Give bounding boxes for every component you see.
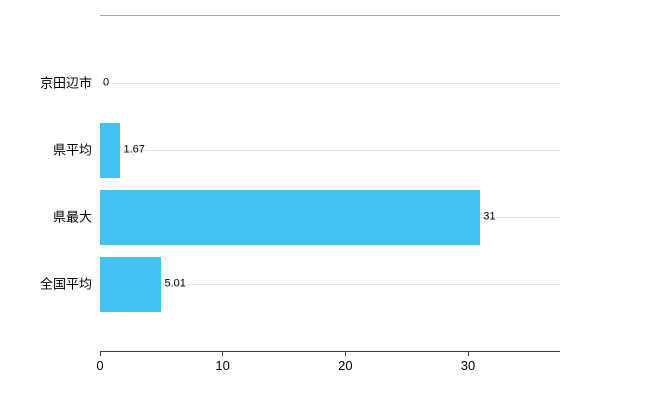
bar-全国平均 (100, 256, 162, 312)
x-axis-tick-label: 0 (96, 358, 104, 373)
bar-value-label: 31 (483, 210, 496, 223)
x-axis-tick (99, 351, 101, 356)
x-axis-tick (222, 351, 224, 356)
category-gridline (100, 82, 560, 84)
bar-value-label: 5.01 (164, 277, 186, 290)
x-axis-tick-label: 20 (338, 358, 353, 373)
bar-value-label: 0 (103, 76, 110, 89)
category-label: 県最大 (52, 209, 92, 225)
x-axis-tick-label: 30 (460, 358, 476, 373)
category-label: 京田辺市 (39, 75, 92, 91)
category-gridline (100, 283, 560, 285)
bar-県最大 (100, 189, 481, 245)
category-gridline (100, 149, 560, 151)
category-label: 県平均 (52, 142, 92, 158)
x-axis-tick (344, 351, 346, 356)
bar-value-label: 1.67 (123, 143, 145, 156)
plot-area: 0 京田辺市 1.67 県平均 31 県最大 5.01 全国平均 0 10 20 30 (40, 15, 560, 373)
bar-県平均 (100, 122, 121, 178)
x-axis-tick (467, 351, 469, 356)
x-axis-tick-label: 10 (215, 358, 230, 373)
category-label: 全国平均 (39, 276, 92, 292)
